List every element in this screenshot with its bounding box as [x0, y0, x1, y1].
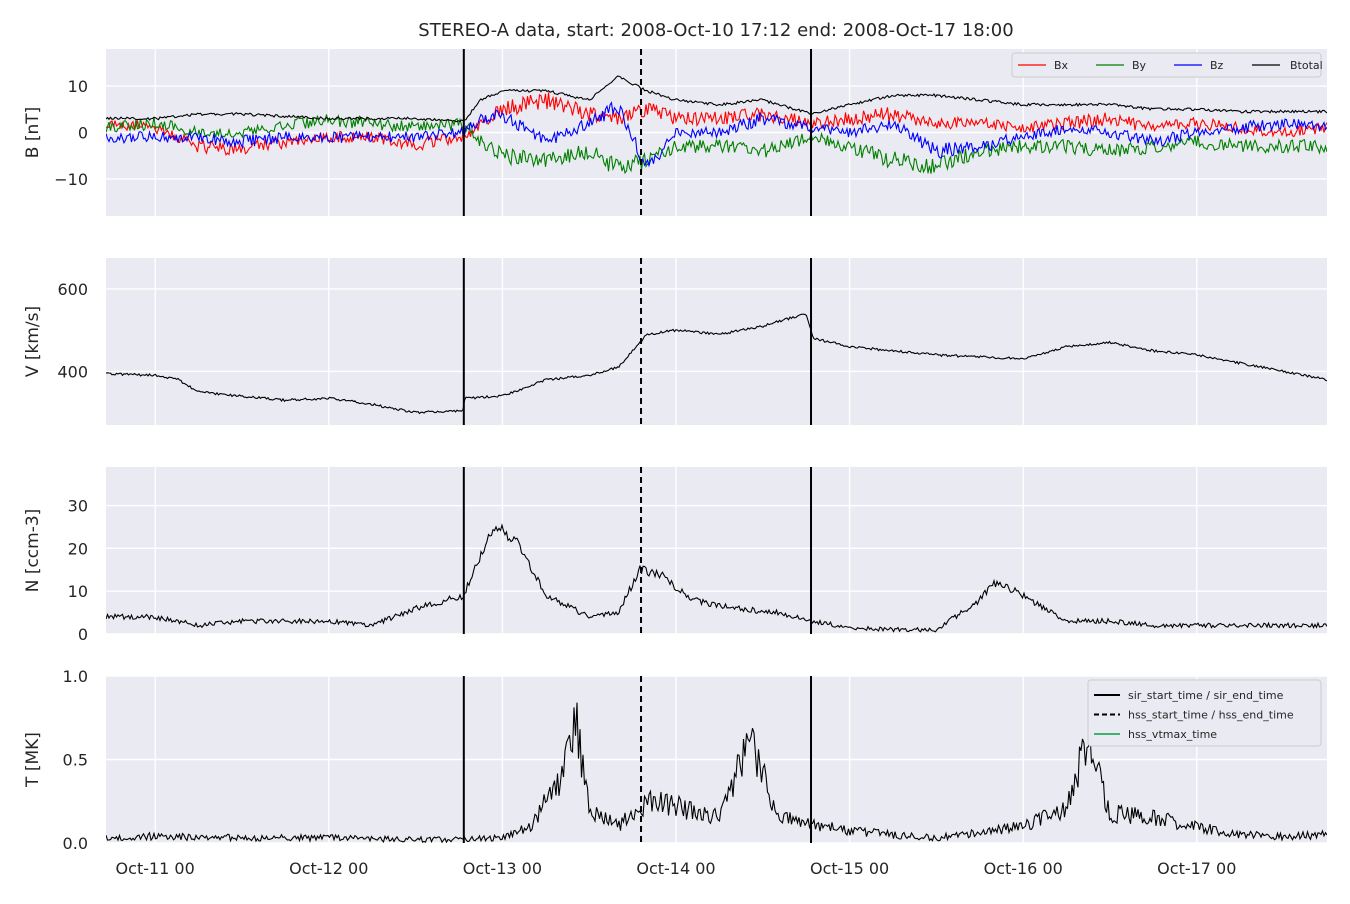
- legend-label-bx: Bx: [1054, 59, 1069, 72]
- x-tick-label: Oct-12 00: [289, 859, 368, 878]
- panel-n: 0 10 20 30 N [ccm-3]: [23, 467, 1327, 644]
- y-tick-label: 1.0: [63, 667, 88, 686]
- series-line-btotal: [106, 75, 1327, 123]
- y-tick-label: 30: [68, 497, 88, 516]
- series-line-t: [106, 702, 1327, 843]
- y-tick-label: 0.5: [63, 751, 88, 770]
- panel-n-background: [106, 467, 1327, 634]
- y-tick-label: 10: [68, 582, 88, 601]
- chart-title: STEREO-A data, start: 2008-Oct-10 17:12 …: [418, 20, 1013, 41]
- legend-label: sir_start_time / sir_end_time: [1128, 689, 1284, 702]
- legend-box: [1087, 679, 1322, 747]
- y-tick-label: −10: [54, 170, 88, 189]
- y-tick-label: 0: [78, 124, 88, 143]
- legend-label: hss_vtmax_time: [1128, 728, 1217, 741]
- panel-v-series: [106, 313, 1327, 415]
- legend-box: [1011, 52, 1322, 78]
- panel-b: −10 0 10 B [nT] Bx By Bz Btotal: [23, 49, 1327, 216]
- x-tick-label: Oct-15 00: [810, 859, 889, 878]
- series-line-v: [106, 313, 1327, 415]
- legend-label-by: By: [1132, 59, 1147, 72]
- y-tick-label: 0: [78, 625, 88, 644]
- x-tick-label: Oct-17 00: [1157, 859, 1236, 878]
- x-tick-label: Oct-16 00: [984, 859, 1063, 878]
- panel-t: 0.0 0.5 1.0 T [MK] sir_start_time / sir_end_…: [23, 667, 1327, 878]
- legend-label-btotal: Btotal: [1290, 59, 1323, 72]
- y-tick-label: 0.0: [63, 834, 88, 853]
- legend-label: hss_start_time / hss_end_time: [1128, 709, 1294, 722]
- panel-v: 400 600 V [km/s]: [23, 258, 1327, 425]
- y-tick-label: 20: [68, 539, 88, 558]
- y-axis-label: B [nT]: [23, 107, 43, 159]
- y-axis-label: T [MK]: [23, 732, 43, 788]
- series-line-n: [106, 523, 1327, 633]
- x-tick-label: Oct-14 00: [636, 859, 715, 878]
- y-axis-label: V [km/s]: [23, 306, 43, 377]
- legend-label-bz: Bz: [1210, 59, 1224, 72]
- series-line-by: [106, 114, 1327, 175]
- x-tick-label: Oct-13 00: [463, 859, 542, 878]
- panel-n-series: [106, 523, 1327, 633]
- y-axis-label: N [ccm-3]: [23, 509, 43, 593]
- panel-t-series: [106, 702, 1327, 843]
- y-tick-label: 400: [57, 362, 88, 381]
- y-tick-label: 600: [57, 280, 88, 299]
- x-tick-label: Oct-11 00: [116, 859, 195, 878]
- panel-b-series: [106, 75, 1327, 175]
- panel-v-background: [106, 258, 1327, 425]
- series-line-bz: [106, 101, 1327, 168]
- y-tick-label: 10: [68, 77, 88, 96]
